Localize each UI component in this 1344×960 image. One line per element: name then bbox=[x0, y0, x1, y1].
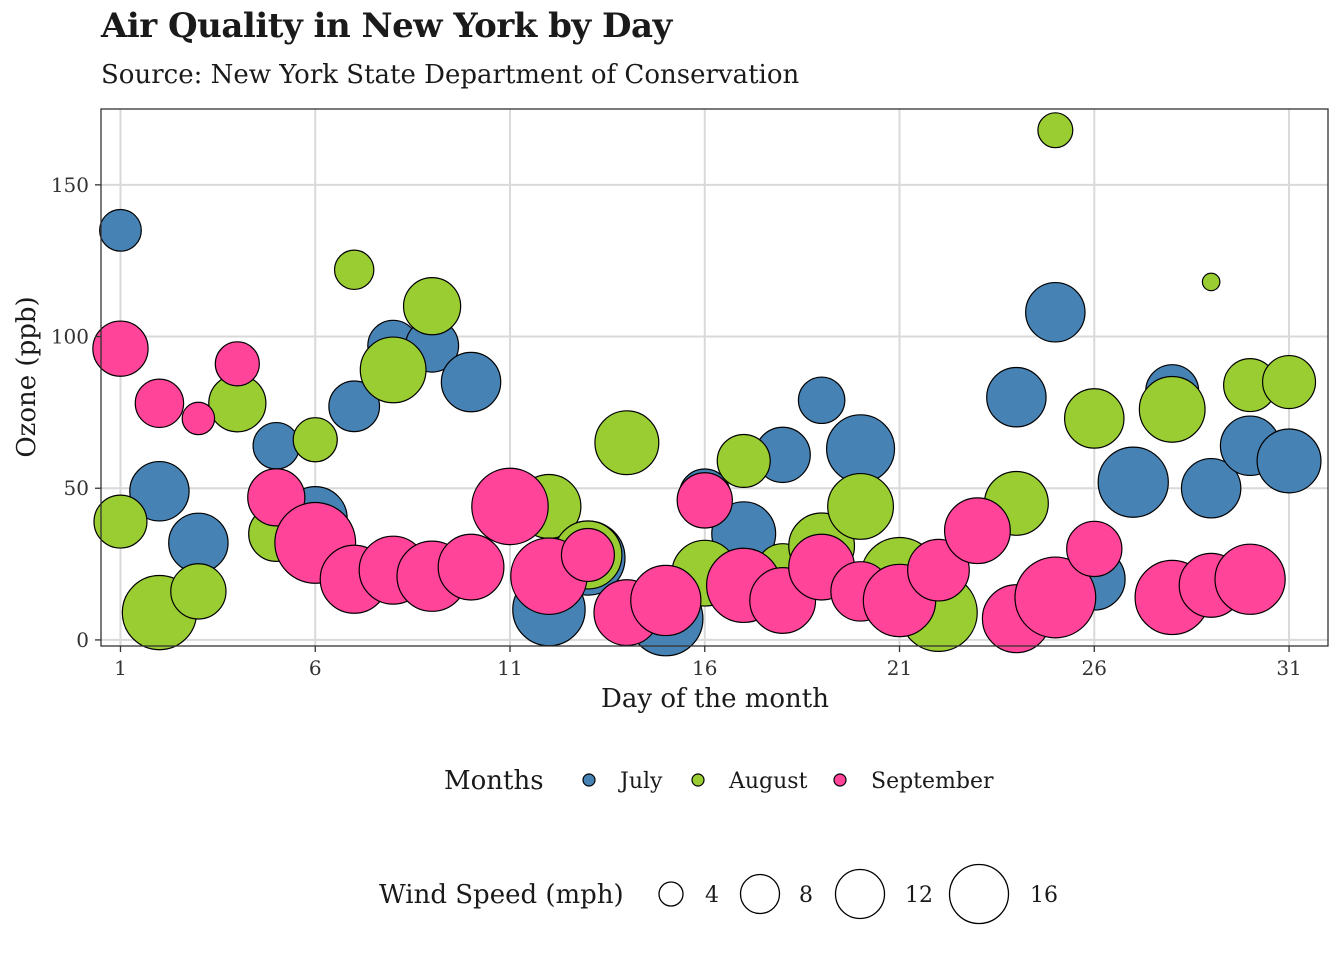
x-tick-label: 6 bbox=[309, 656, 322, 680]
data-point-august bbox=[333, 249, 375, 291]
data-point-september bbox=[630, 564, 702, 637]
data-point-september bbox=[181, 401, 216, 436]
legend-size-label-8: 8 bbox=[799, 883, 813, 908]
chart-title: Air Quality in New York by Day bbox=[101, 6, 672, 46]
data-point-july bbox=[129, 460, 190, 522]
data-point-august bbox=[1064, 388, 1125, 449]
legend-label-july: July bbox=[618, 769, 663, 794]
data-point-august bbox=[402, 277, 462, 336]
x-tick-label: 21 bbox=[887, 656, 912, 680]
legend-label-september: September bbox=[871, 769, 994, 794]
data-point-september bbox=[1214, 543, 1286, 615]
data-point-july bbox=[1256, 428, 1322, 494]
chart-subtitle: Source: New York State Department of Con… bbox=[101, 60, 800, 90]
data-point-august bbox=[1037, 112, 1074, 149]
legend-size-label-16: 16 bbox=[1030, 883, 1058, 908]
data-point-july bbox=[986, 366, 1047, 428]
y-tick-label: 0 bbox=[76, 628, 89, 652]
x-tick-label: 31 bbox=[1276, 656, 1301, 680]
legend-size-label-4: 4 bbox=[705, 883, 719, 908]
data-point-july bbox=[1180, 457, 1242, 519]
legend-size-key-16 bbox=[948, 863, 1010, 925]
data-point-august bbox=[359, 336, 427, 404]
legend-months: Months July August September bbox=[444, 766, 994, 796]
legend-label-august: August bbox=[728, 769, 808, 794]
data-point-september bbox=[907, 538, 970, 602]
y-tick-label: 50 bbox=[64, 476, 89, 500]
data-points bbox=[92, 112, 1322, 657]
x-tick-label: 11 bbox=[497, 656, 522, 680]
data-point-august bbox=[93, 494, 148, 549]
data-point-july bbox=[1097, 446, 1169, 518]
plot-panel-border bbox=[100, 108, 1329, 647]
data-point-august bbox=[170, 563, 227, 620]
x-tick-label: 26 bbox=[1082, 656, 1107, 680]
data-point-july bbox=[252, 421, 301, 470]
data-point-august bbox=[1201, 272, 1221, 292]
data-point-july bbox=[328, 380, 381, 433]
data-point-august bbox=[1261, 354, 1317, 410]
data-point-september bbox=[1066, 520, 1123, 578]
data-point-july bbox=[440, 351, 502, 413]
data-point-august bbox=[716, 433, 771, 488]
data-point-september bbox=[676, 472, 733, 529]
data-point-august bbox=[1138, 375, 1206, 443]
data-point-july bbox=[1025, 281, 1086, 343]
legend-key-august bbox=[691, 773, 705, 787]
x-axis-title: Day of the month bbox=[601, 684, 829, 714]
legend-size-key-12 bbox=[834, 868, 886, 920]
data-point-september bbox=[437, 533, 505, 601]
data-point-july bbox=[825, 414, 896, 484]
legend-months-title: Months bbox=[444, 766, 544, 796]
x-tick-label: 16 bbox=[692, 656, 717, 680]
x-tick-label: 1 bbox=[114, 656, 127, 680]
data-point-august bbox=[827, 472, 895, 540]
y-axis-title: Ozone (ppb) bbox=[12, 296, 42, 457]
legend-size-title: Wind Speed (mph) bbox=[379, 880, 624, 910]
data-point-august bbox=[292, 417, 338, 463]
data-point-september bbox=[560, 527, 615, 583]
data-point-august bbox=[594, 410, 660, 476]
legend-key-september bbox=[833, 773, 847, 787]
y-tick-label: 100 bbox=[51, 325, 89, 349]
data-point-september bbox=[214, 341, 260, 387]
legend-size-key-8 bbox=[739, 873, 781, 915]
legend-key-july bbox=[582, 773, 596, 787]
data-point-september bbox=[134, 378, 185, 429]
data-point-september bbox=[471, 467, 549, 546]
data-point-july bbox=[797, 376, 846, 425]
legend-wind-speed: Wind Speed (mph) 4 8 12 16 bbox=[379, 863, 1058, 925]
data-point-september bbox=[1014, 556, 1097, 639]
data-point-july bbox=[99, 208, 142, 252]
y-tick-label: 150 bbox=[51, 173, 89, 197]
legend-size-key-4 bbox=[658, 881, 684, 907]
data-point-september bbox=[92, 320, 149, 377]
legend-size-label-12: 12 bbox=[905, 883, 933, 908]
data-point-september bbox=[943, 497, 1011, 565]
